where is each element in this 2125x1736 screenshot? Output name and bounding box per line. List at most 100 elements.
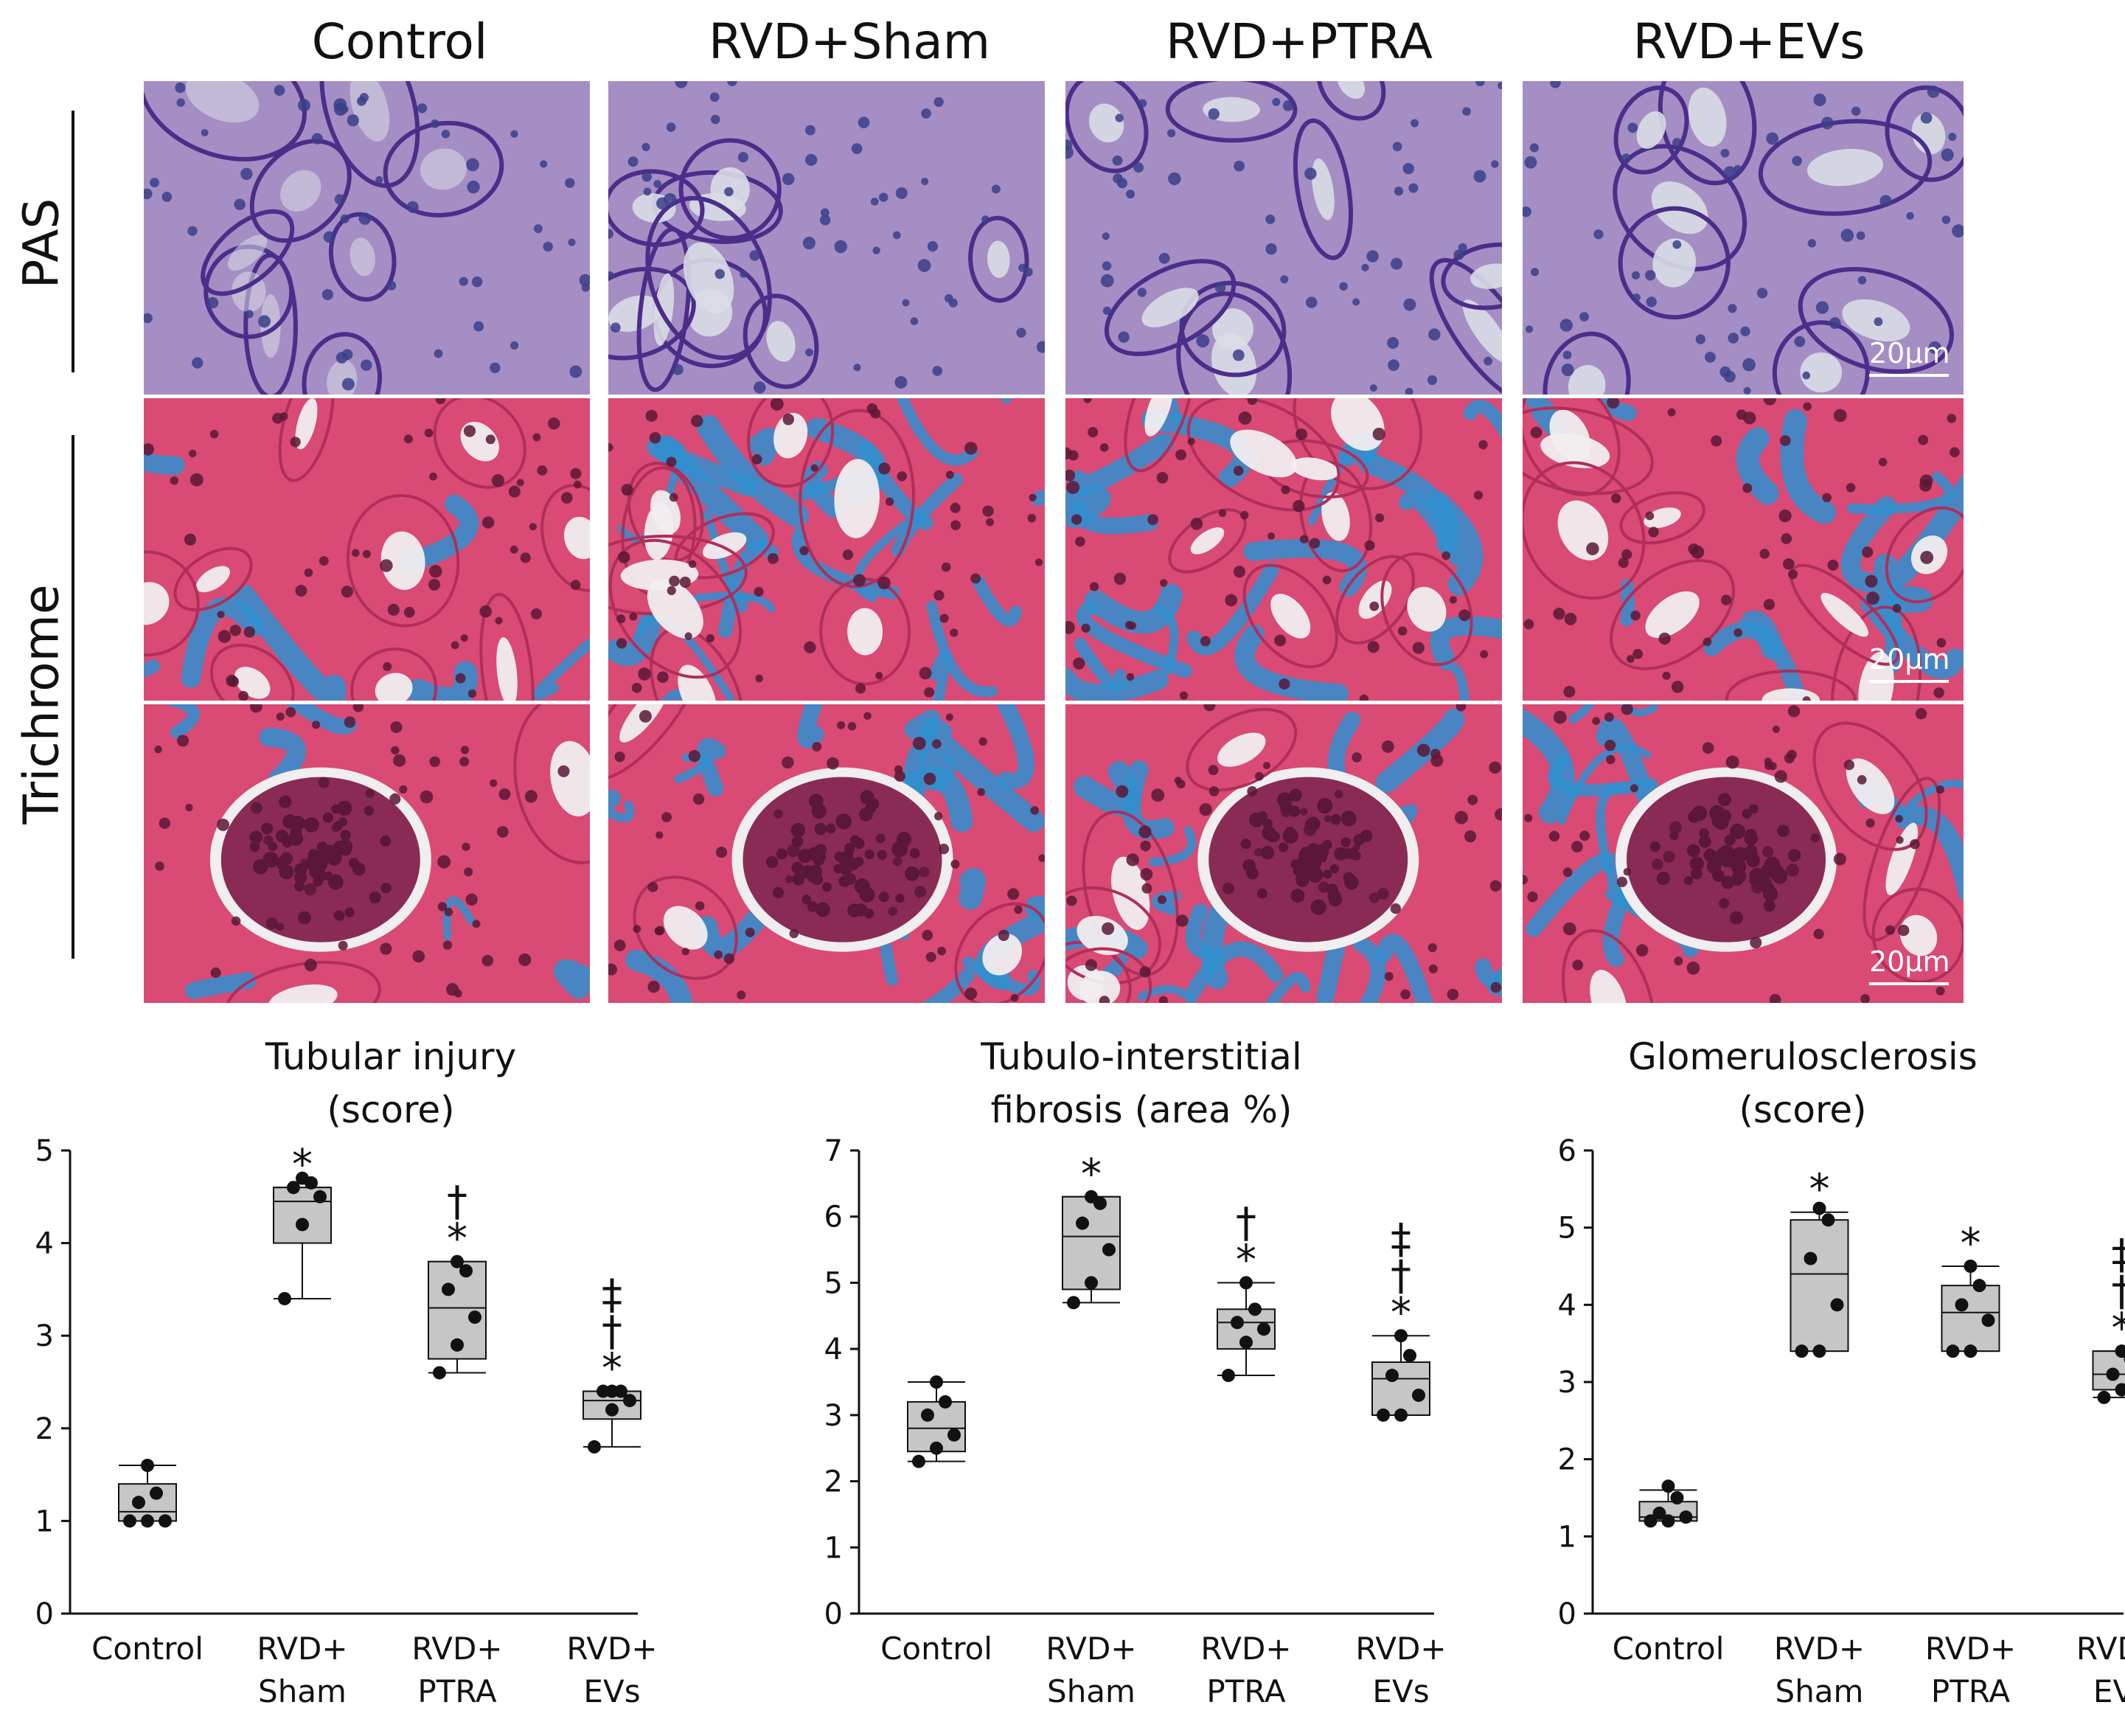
y-tick-label: 4	[35, 1227, 54, 1261]
significance-marker: †	[602, 1308, 622, 1356]
data-point	[1981, 1313, 1995, 1327]
row-bracket-pas	[72, 111, 74, 372]
data-point	[1964, 1260, 1978, 1273]
column-title-rvd-sham: RVD+Sham	[709, 13, 990, 70]
y-tick-label: 7	[824, 1134, 843, 1168]
significance-marker: *	[292, 1141, 313, 1189]
data-point	[1403, 1349, 1416, 1363]
significance-marker: †	[2112, 1268, 2125, 1316]
data-point	[1670, 1491, 1684, 1504]
data-point	[2115, 1383, 2125, 1397]
data-point	[1812, 1201, 1826, 1215]
significance-marker: †	[447, 1178, 467, 1226]
significance-marker: ‡	[2112, 1231, 2125, 1279]
data-point	[1972, 1279, 1986, 1293]
data-point	[1239, 1336, 1253, 1350]
micrograph-trichrome-tubules-rvd-sham	[608, 398, 1045, 701]
micrograph-trichrome-glomeruli-control	[144, 704, 590, 1003]
data-point	[1394, 1408, 1408, 1422]
box-iqr	[1371, 1361, 1430, 1416]
data-point	[1085, 1276, 1098, 1290]
data-point	[442, 1282, 455, 1296]
box-2: *	[1941, 1220, 2000, 1358]
significance-marker: *	[1081, 1150, 1102, 1198]
x-category-label: EVs	[1372, 1673, 1429, 1709]
significance-marker: †	[1236, 1199, 1256, 1247]
data-point	[1804, 1251, 1818, 1265]
chart-title: (score)	[327, 1089, 454, 1131]
data-point	[947, 1428, 961, 1442]
data-point	[296, 1171, 309, 1185]
x-category-label: Control	[1613, 1631, 1725, 1667]
y-tick-label: 2	[35, 1412, 54, 1446]
micrograph-trichrome-tubules-control	[144, 398, 590, 701]
x-category-label: RVD+	[2076, 1631, 2125, 1667]
box-3: *†‡	[1371, 1215, 1430, 1422]
chart-title: Tubulo-interstitial	[980, 1035, 1302, 1078]
x-category-label: EVs	[2093, 1673, 2125, 1709]
box-1: *	[1790, 1166, 1849, 1358]
box-iqr	[1790, 1219, 1849, 1353]
x-category-label: RVD+	[1925, 1631, 2016, 1667]
micrograph-trichrome-tubules-rvd-ptra	[1065, 398, 1502, 701]
micrograph-pas-rvd-sham	[608, 81, 1045, 395]
micrograph-trichrome-glomeruli-rvd-sham	[608, 704, 1045, 1003]
x-category-label: EVs	[583, 1673, 640, 1709]
y-tick-label: 5	[824, 1266, 843, 1300]
data-point	[1795, 1344, 1809, 1358]
chart-title: fibrosis (area %)	[990, 1089, 1292, 1131]
data-point	[1661, 1479, 1675, 1493]
data-point	[912, 1454, 925, 1468]
scale-bar	[1869, 374, 1949, 377]
scale-bar-label: 20µm	[1869, 643, 1950, 676]
scale-bar	[1869, 680, 1949, 683]
x-category-label: PTRA	[1931, 1673, 2010, 1709]
y-tick-label: 3	[35, 1319, 54, 1353]
data-point	[433, 1366, 446, 1380]
data-point	[1385, 1369, 1399, 1383]
box-0	[907, 1375, 966, 1468]
chart-title: Glomerulosclerosis	[1628, 1035, 1978, 1078]
significance-marker: *	[447, 1215, 467, 1263]
x-category-label: Control	[91, 1631, 204, 1667]
micrograph-pas-rvd-evs	[1523, 81, 1964, 395]
data-point	[287, 1181, 300, 1195]
y-tick-label: 1	[824, 1531, 843, 1565]
box-2: *†	[1217, 1199, 1276, 1383]
data-point	[1257, 1322, 1270, 1336]
x-category-label: Sham	[1047, 1673, 1135, 1709]
data-point	[588, 1440, 601, 1454]
data-point	[1231, 1316, 1244, 1330]
data-point	[1679, 1510, 1693, 1524]
data-point	[141, 1514, 154, 1528]
significance-marker: *	[1236, 1236, 1256, 1284]
chart-title: (score)	[1739, 1089, 1866, 1131]
y-tick-label: 5	[35, 1134, 54, 1168]
data-point	[468, 1310, 481, 1324]
data-point	[159, 1514, 172, 1528]
micrograph-pas-rvd-ptra	[1065, 81, 1502, 395]
micrograph-trichrome-glomeruli-rvd-evs	[1523, 704, 1964, 1003]
data-point	[1102, 1243, 1116, 1257]
column-title-control: Control	[311, 13, 488, 70]
box-3: *†‡	[582, 1271, 641, 1454]
chart-title: Tubular injury	[265, 1035, 516, 1078]
data-point	[141, 1459, 154, 1473]
box-0	[118, 1459, 177, 1528]
box-3: *†‡	[2092, 1231, 2125, 1404]
data-point	[1821, 1213, 1835, 1227]
y-tick-label: 1	[35, 1504, 54, 1538]
x-category-label: RVD+	[1200, 1631, 1291, 1667]
data-point	[313, 1190, 327, 1204]
scale-bar	[1869, 982, 1949, 985]
significance-marker: *	[602, 1345, 622, 1393]
chart-1: Tubulo-interstitial fibrosis (area %) 0 1 2 3…	[824, 1035, 1447, 1709]
data-point	[150, 1486, 163, 1500]
data-point	[1652, 1506, 1666, 1520]
data-point	[2097, 1390, 2111, 1404]
data-point	[132, 1496, 145, 1510]
column-title-rvd-evs: RVD+EVs	[1632, 13, 1865, 70]
data-point	[930, 1441, 943, 1455]
data-point	[2115, 1344, 2125, 1358]
